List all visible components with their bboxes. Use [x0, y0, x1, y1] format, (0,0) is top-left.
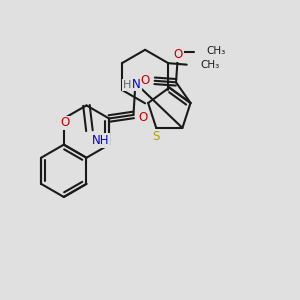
Text: H: H: [122, 80, 131, 90]
Text: S: S: [152, 130, 160, 143]
Text: O: O: [138, 111, 148, 124]
Text: O: O: [61, 116, 70, 130]
Text: O: O: [140, 74, 150, 87]
Text: CH₃: CH₃: [206, 46, 226, 56]
Text: NH: NH: [92, 134, 109, 147]
Text: N: N: [132, 77, 141, 91]
Text: O: O: [173, 48, 183, 61]
Text: CH₃: CH₃: [200, 60, 219, 70]
